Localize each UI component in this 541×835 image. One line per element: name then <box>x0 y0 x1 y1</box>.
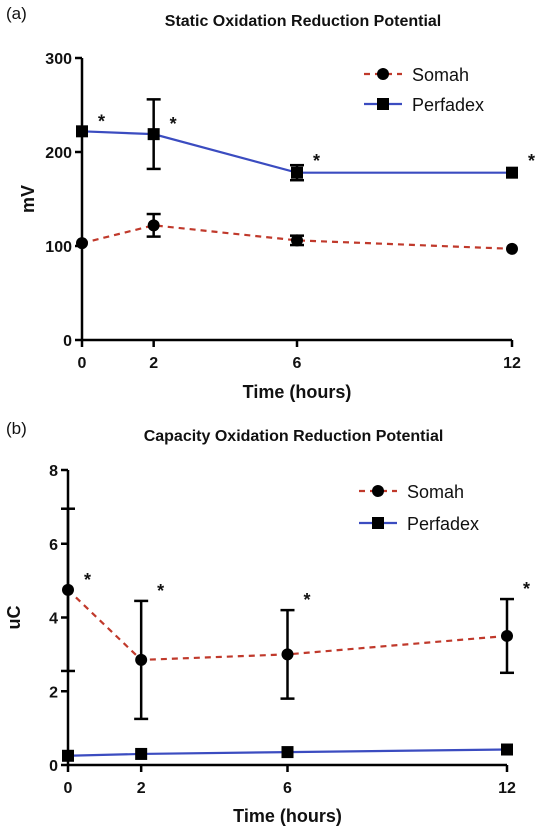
chart-title: Capacity Oxidation Reduction Potential <box>144 428 444 445</box>
series-line-perfadex <box>67 748 508 757</box>
data-point-somah <box>291 234 303 247</box>
chart-title: Static Oxidation Reduction Potential <box>165 13 441 30</box>
y-tick-label: 4 <box>49 611 58 628</box>
y-tick-label: 6 <box>49 537 58 554</box>
data-point-perfadex <box>501 743 513 756</box>
panel-label: (a) <box>6 4 27 23</box>
y-tick-label: 2 <box>49 684 58 701</box>
data-point-somah <box>501 629 513 642</box>
panel-label: (b) <box>6 419 27 438</box>
data-point-perfadex <box>291 166 303 179</box>
legend-label: Somah <box>412 65 469 85</box>
y-tick-label: 0 <box>49 758 58 775</box>
series-line-perfadex <box>81 130 512 174</box>
x-tick-label: 0 <box>64 780 73 797</box>
significance-asterisk: * <box>313 151 320 171</box>
data-point-somah <box>76 237 88 250</box>
legend-marker <box>377 68 389 80</box>
data-point-somah <box>147 219 160 232</box>
legend-label: Somah <box>407 482 464 502</box>
legend-marker <box>372 485 384 497</box>
y-tick-label: 200 <box>45 145 72 162</box>
data-point-perfadex <box>506 166 518 179</box>
x-tick-label: 6 <box>283 780 292 797</box>
x-tick-label: 0 <box>78 355 87 372</box>
y-tick-label: 0 <box>63 333 72 350</box>
x-tick-label: 2 <box>149 355 158 372</box>
data-point-somah <box>281 648 294 661</box>
y-tick-label: 8 <box>49 463 58 480</box>
legend-label: Perfadex <box>407 514 479 534</box>
data-point-perfadex <box>281 746 294 759</box>
significance-asterisk: * <box>523 579 530 599</box>
chart-svg: Capacity Oxidation Reduction Potential 0 2… <box>4 428 530 826</box>
x-tick-label: 12 <box>503 355 521 372</box>
x-tick-label: 12 <box>498 780 516 797</box>
y-axis-label: uC <box>4 606 24 630</box>
x-axis-label: Time (hours) <box>243 382 352 402</box>
significance-asterisk: * <box>84 570 91 590</box>
x-tick-label: 2 <box>137 780 146 797</box>
data-point-somah <box>62 583 74 596</box>
series-line-somah <box>67 589 508 662</box>
significance-asterisk: * <box>304 590 311 610</box>
data-point-perfadex <box>147 128 160 141</box>
series-line-somah <box>81 224 513 250</box>
chart-panel-b: (b) Capacity Oxidation Reduction Potenti… <box>0 415 541 830</box>
data-point-perfadex <box>135 747 148 760</box>
x-tick-label: 6 <box>293 355 302 372</box>
chart-svg: Static Oxidation Reduction Potential 0 100… <box>18 13 535 402</box>
chart-panel-a: (a) Static Oxidation Reduction Potential… <box>0 0 541 415</box>
data-point-perfadex <box>76 125 88 138</box>
y-tick-label: 100 <box>45 239 72 256</box>
significance-asterisk: * <box>98 111 105 131</box>
legend-marker <box>377 98 389 110</box>
data-point-somah <box>506 242 518 255</box>
x-axis-label: Time (hours) <box>233 806 342 826</box>
y-tick-label: 300 <box>45 51 72 68</box>
significance-asterisk: * <box>528 151 535 171</box>
data-point-perfadex <box>62 749 74 762</box>
significance-asterisk: * <box>157 581 164 601</box>
y-axis-label: mV <box>18 185 38 213</box>
legend-marker <box>372 517 384 529</box>
significance-asterisk: * <box>170 114 177 134</box>
legend-label: Perfadex <box>412 95 484 115</box>
data-point-somah <box>135 653 148 666</box>
